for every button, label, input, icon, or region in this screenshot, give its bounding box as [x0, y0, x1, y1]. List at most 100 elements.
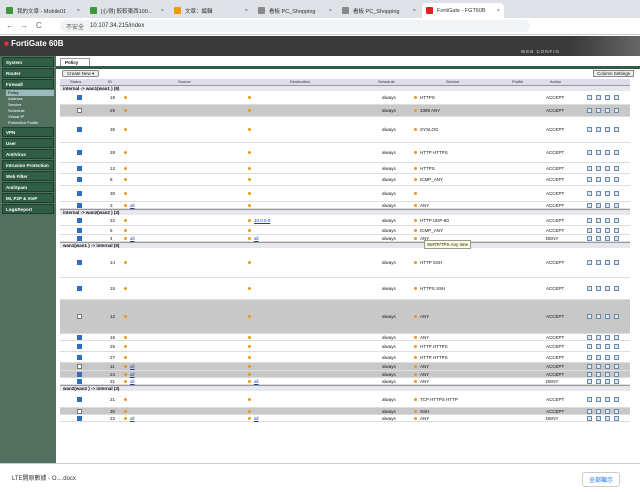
- edit-icon[interactable]: [596, 166, 601, 171]
- address-bar[interactable]: 不安全 10.107.34.215/index: [60, 20, 530, 32]
- edit-icon[interactable]: [596, 218, 601, 223]
- status-checkbox[interactable]: [77, 286, 82, 291]
- sidebar-subitem-address[interactable]: Address: [8, 96, 23, 101]
- source-address[interactable]: all: [130, 379, 135, 384]
- move-icon[interactable]: [614, 166, 619, 171]
- insert-icon[interactable]: [605, 409, 610, 414]
- source-address[interactable]: all: [130, 236, 135, 241]
- status-checkbox[interactable]: [77, 218, 82, 223]
- move-icon[interactable]: [614, 286, 619, 291]
- insert-icon[interactable]: [605, 314, 610, 319]
- table-row[interactable]: 12 always HTTPS ACCEPT: [60, 163, 630, 174]
- delete-icon[interactable]: [587, 364, 592, 369]
- sidebar-item-web-filter[interactable]: Web Filter: [2, 171, 54, 181]
- close-icon[interactable]: ×: [496, 7, 500, 14]
- move-icon[interactable]: [614, 364, 619, 369]
- sidebar-item-user[interactable]: User: [2, 138, 54, 148]
- move-icon[interactable]: [614, 150, 619, 155]
- status-checkbox[interactable]: [77, 355, 82, 360]
- table-row[interactable]: 16 always ANY ACCEPT: [60, 334, 630, 341]
- table-row[interactable]: 22 10.0.0.0 always HTTP UDP-80 ACCEPT: [60, 215, 630, 226]
- move-icon[interactable]: [614, 416, 619, 421]
- status-checkbox[interactable]: [77, 372, 82, 377]
- table-row[interactable]: 28 always HTTP HTTPS ACCEPT: [60, 143, 630, 163]
- edit-icon[interactable]: [596, 335, 601, 340]
- move-icon[interactable]: [614, 191, 619, 196]
- insert-icon[interactable]: [605, 355, 610, 360]
- insert-icon[interactable]: [605, 150, 610, 155]
- table-row[interactable]: 30 always ACCEPT: [60, 186, 630, 202]
- edit-icon[interactable]: [596, 127, 601, 132]
- move-icon[interactable]: [614, 218, 619, 223]
- status-checkbox[interactable]: [77, 127, 82, 132]
- status-checkbox[interactable]: [77, 416, 82, 421]
- sidebar-item-router[interactable]: Router: [2, 68, 54, 78]
- delete-icon[interactable]: [587, 286, 592, 291]
- table-row[interactable]: 11 all always ANY ACCEPT: [60, 363, 630, 371]
- edit-icon[interactable]: [596, 150, 601, 155]
- browser-tab[interactable]: FortiGate - FGT60B ×: [422, 3, 504, 18]
- status-checkbox[interactable]: [77, 397, 82, 402]
- delete-icon[interactable]: [587, 108, 592, 113]
- sidebar-item-vpn[interactable]: VPN: [2, 127, 54, 137]
- status-checkbox[interactable]: [77, 228, 82, 233]
- move-icon[interactable]: [614, 409, 619, 414]
- browser-tab[interactable]: 看板 PC_Shopping ×: [254, 3, 336, 18]
- status-checkbox[interactable]: [77, 344, 82, 349]
- show-all-button[interactable]: 全部顯示: [581, 472, 620, 487]
- edit-icon[interactable]: [596, 177, 601, 182]
- create-new-button[interactable]: Create New ▾: [62, 70, 100, 77]
- column-header-service[interactable]: Service: [446, 79, 460, 84]
- move-icon[interactable]: [614, 203, 619, 208]
- table-row[interactable]: 27 always HTTP HTTPS ACCEPT: [60, 352, 630, 363]
- insert-icon[interactable]: [605, 127, 610, 132]
- move-icon[interactable]: [614, 127, 619, 132]
- sidebar-item-im-p-p-voip[interactable]: IM, P2P & VoIP: [2, 193, 54, 203]
- status-checkbox[interactable]: [77, 166, 82, 171]
- sidebar-item-antivirus[interactable]: AntiVirus: [2, 149, 54, 159]
- destination-address[interactable]: all: [254, 416, 259, 421]
- delete-icon[interactable]: [587, 166, 592, 171]
- browser-tab[interactable]: 我的文章 - Mobile01 ×: [2, 3, 84, 18]
- column-header-profile[interactable]: Profile: [512, 79, 524, 84]
- insert-icon[interactable]: [605, 286, 610, 291]
- delete-icon[interactable]: [587, 409, 592, 414]
- delete-icon[interactable]: [587, 127, 592, 132]
- browser-tab[interactable]: 文章：編輯 ×: [170, 3, 252, 18]
- reload-button[interactable]: C: [36, 21, 42, 30]
- move-icon[interactable]: [614, 335, 619, 340]
- move-icon[interactable]: [614, 228, 619, 233]
- insert-icon[interactable]: [605, 344, 610, 349]
- close-icon[interactable]: ×: [328, 7, 332, 14]
- table-row[interactable]: 12 always ANY ACCEPT: [60, 300, 630, 334]
- sidebar-item-intrusion-protection[interactable]: Intrusion Protection: [2, 160, 54, 170]
- insert-icon[interactable]: [605, 397, 610, 402]
- insert-icon[interactable]: [605, 177, 610, 182]
- column-header-source[interactable]: Source: [178, 79, 191, 84]
- policy-group-header[interactable]: wan1(wan1 ) -> internal (9): [60, 242, 630, 248]
- delete-icon[interactable]: [587, 228, 592, 233]
- edit-icon[interactable]: [596, 416, 601, 421]
- table-row[interactable]: 31 all all always ANY DENY: [60, 378, 630, 385]
- move-icon[interactable]: [614, 95, 619, 100]
- edit-icon[interactable]: [596, 409, 601, 414]
- column-header-action[interactable]: Action: [550, 79, 562, 84]
- table-row[interactable]: 21 always TCP HTTPS HTTP ACCEPT: [60, 391, 630, 408]
- status-checkbox[interactable]: [77, 191, 82, 196]
- sidebar-item-firewall[interactable]: Firewall: [2, 79, 54, 89]
- sidebar-subitem-virtual-ip[interactable]: Virtual IP: [8, 114, 25, 119]
- sidebar-subitem-schedule[interactable]: Schedule: [8, 108, 25, 113]
- move-icon[interactable]: [614, 260, 619, 265]
- close-icon[interactable]: ×: [160, 7, 164, 14]
- status-checkbox[interactable]: [77, 236, 82, 241]
- destination-address[interactable]: all: [254, 379, 259, 384]
- delete-icon[interactable]: [587, 372, 592, 377]
- table-row[interactable]: 6 always ICMP_ANY ACCEPT: [60, 226, 630, 235]
- download-item[interactable]: LTE開原數據 - O....docx: [12, 476, 76, 482]
- status-checkbox[interactable]: [77, 150, 82, 155]
- source-address[interactable]: all: [130, 372, 135, 377]
- move-icon[interactable]: [614, 379, 619, 384]
- sidebar-subitem-policy[interactable]: Policy: [6, 90, 54, 96]
- sidebar-item-antispam[interactable]: AntiSpam: [2, 182, 54, 192]
- destination-address[interactable]: 10.0.0.0: [254, 218, 271, 223]
